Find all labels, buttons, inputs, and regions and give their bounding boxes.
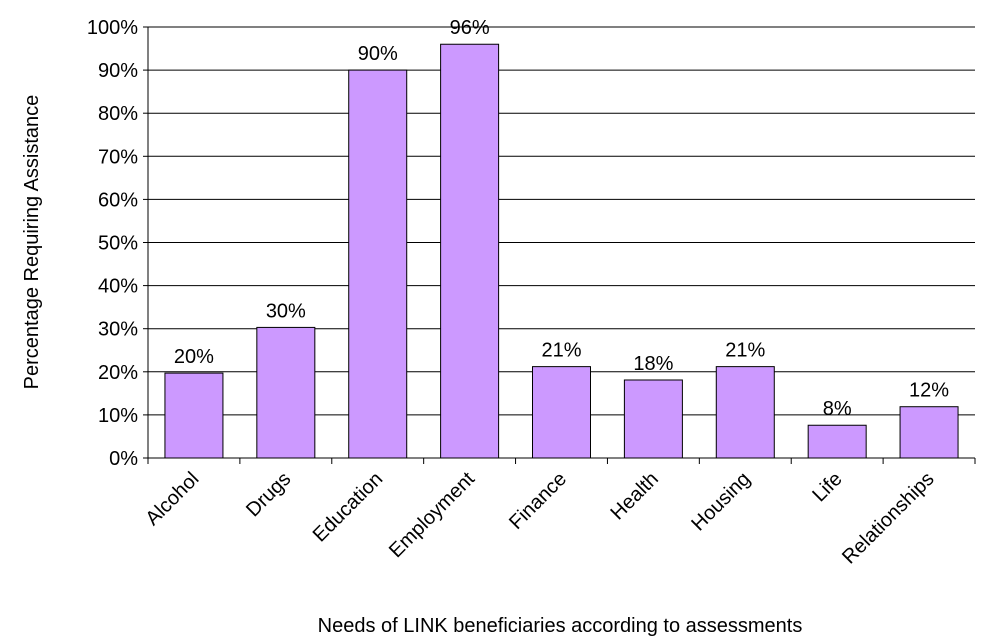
y-tick-label: 90%	[98, 60, 138, 82]
x-tick-label: Alcohol	[142, 468, 204, 530]
x-tick-label: Health	[606, 468, 662, 524]
bar	[256, 326, 316, 459]
bar	[440, 43, 500, 459]
bar	[715, 366, 775, 459]
data-label: 96%	[450, 17, 490, 39]
bar	[348, 69, 408, 459]
y-tick-label: 30%	[98, 319, 138, 341]
data-label: 90%	[358, 43, 398, 65]
y-tick-label: 40%	[98, 276, 138, 298]
y-tick-label: 50%	[98, 233, 138, 255]
x-tick-label: Drugs	[242, 468, 295, 521]
x-axis-title: Needs of LINK beneficiaries according to…	[318, 615, 803, 637]
x-tick-label: Life	[808, 468, 846, 506]
x-tick-label: Finance	[505, 468, 571, 534]
y-tick-label: 70%	[98, 146, 138, 168]
x-tick-label: Housing	[687, 468, 754, 535]
y-tick-label: 80%	[98, 103, 138, 125]
bar	[164, 372, 224, 459]
data-label: 18%	[633, 353, 673, 375]
y-tick-label: 100%	[87, 17, 138, 39]
data-label: 21%	[541, 340, 581, 362]
y-tick-label: 60%	[98, 189, 138, 211]
bar	[623, 379, 683, 459]
bar	[899, 406, 959, 459]
data-label: 30%	[266, 300, 306, 322]
data-label: 20%	[174, 346, 214, 368]
y-tick-label: 20%	[98, 362, 138, 384]
bar	[532, 366, 591, 459]
y-tick-label: 0%	[109, 448, 138, 470]
data-label: 12%	[909, 380, 949, 402]
y-tick-label: 10%	[98, 405, 138, 427]
y-axis-title: Percentage Requiring Assistance	[21, 95, 43, 390]
bar	[807, 424, 867, 459]
data-label: 21%	[725, 340, 765, 362]
x-tick-label: Relationships	[838, 468, 938, 568]
x-tick-label: Employment	[385, 468, 479, 562]
x-tick-label: Education	[309, 468, 387, 546]
data-label: 8%	[823, 398, 852, 420]
